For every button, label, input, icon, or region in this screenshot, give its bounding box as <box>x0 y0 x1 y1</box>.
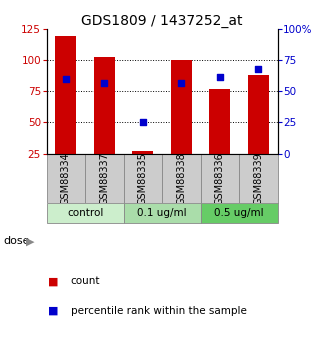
Bar <box>94 57 115 154</box>
Bar <box>239 154 278 203</box>
Text: ▶: ▶ <box>26 237 34 246</box>
Bar <box>55 36 76 154</box>
Text: 0.5 ug/ml: 0.5 ug/ml <box>214 208 264 218</box>
Bar <box>124 154 162 203</box>
Point <box>63 76 68 82</box>
Text: count: count <box>71 276 100 286</box>
Text: GSM88339: GSM88339 <box>253 152 264 205</box>
Text: control: control <box>67 208 103 218</box>
Text: GSM88335: GSM88335 <box>138 152 148 205</box>
Title: GDS1809 / 1437252_at: GDS1809 / 1437252_at <box>81 14 243 28</box>
Point <box>179 80 184 86</box>
Bar <box>132 151 153 154</box>
Text: ■: ■ <box>48 276 59 286</box>
Text: GSM88338: GSM88338 <box>176 152 187 205</box>
Bar <box>171 60 192 154</box>
Bar <box>209 89 230 154</box>
Point <box>102 80 107 86</box>
Text: GSM88336: GSM88336 <box>215 152 225 205</box>
Bar <box>162 154 201 203</box>
Bar <box>201 154 239 203</box>
Text: ■: ■ <box>48 306 59 315</box>
Text: 0.1 ug/ml: 0.1 ug/ml <box>137 208 187 218</box>
Point <box>217 74 222 79</box>
Bar <box>201 203 278 223</box>
Bar <box>85 154 124 203</box>
Bar <box>47 203 124 223</box>
Text: GSM88334: GSM88334 <box>61 152 71 205</box>
Text: percentile rank within the sample: percentile rank within the sample <box>71 306 247 315</box>
Point <box>256 66 261 72</box>
Bar <box>248 75 269 154</box>
Bar <box>124 203 201 223</box>
Text: dose: dose <box>3 237 30 246</box>
Point <box>140 120 145 125</box>
Text: GSM88337: GSM88337 <box>99 152 109 205</box>
Bar <box>47 154 85 203</box>
